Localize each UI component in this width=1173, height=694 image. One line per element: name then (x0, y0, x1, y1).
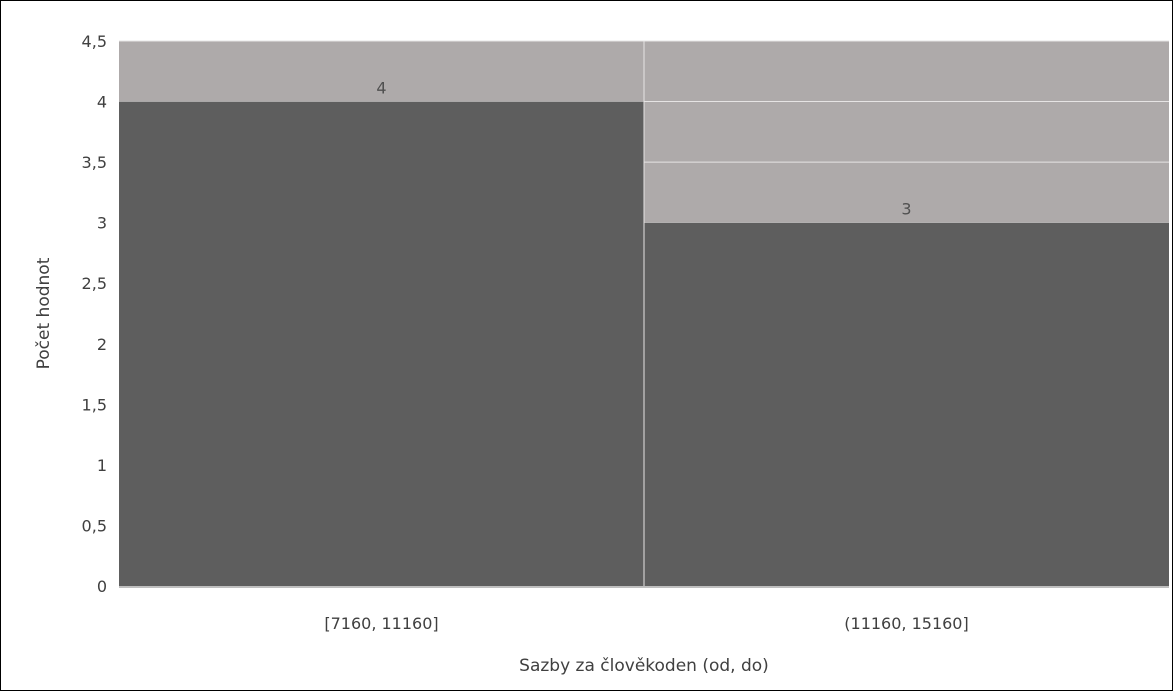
y-axis-title: Počet hodnot (34, 257, 54, 369)
y-tick-label: 4,5 (82, 32, 107, 51)
y-tick-label: 3,5 (82, 153, 107, 172)
x-tick-label: (11160, 15160] (844, 614, 968, 633)
y-axis-ticks: 0 0,5 1 1,5 2 2,5 3 3,5 4 4,5 (82, 32, 107, 596)
x-tick-label: [7160, 11160] (324, 614, 438, 633)
histogram-bar (644, 222, 1169, 586)
histogram-bar (119, 101, 644, 587)
y-tick-label: 1,5 (82, 395, 107, 414)
y-tick-label: 0,5 (82, 516, 107, 535)
y-tick-label: 4 (97, 93, 107, 112)
y-tick-label: 1 (97, 456, 107, 475)
y-tick-label: 2,5 (82, 274, 107, 293)
x-axis-title: Sazby za člověkoden (od, do) (519, 656, 769, 676)
bar-value-label: 4 (376, 79, 386, 98)
bars (119, 41, 1169, 587)
y-tick-label: 0 (97, 577, 107, 596)
y-tick-label: 3 (97, 214, 107, 233)
y-tick-label: 2 (97, 335, 107, 354)
bar-value-label: 3 (901, 200, 911, 219)
data-labels: 43 (376, 79, 911, 219)
x-axis-ticks: [7160, 11160] (11160, 15160] (324, 614, 968, 633)
